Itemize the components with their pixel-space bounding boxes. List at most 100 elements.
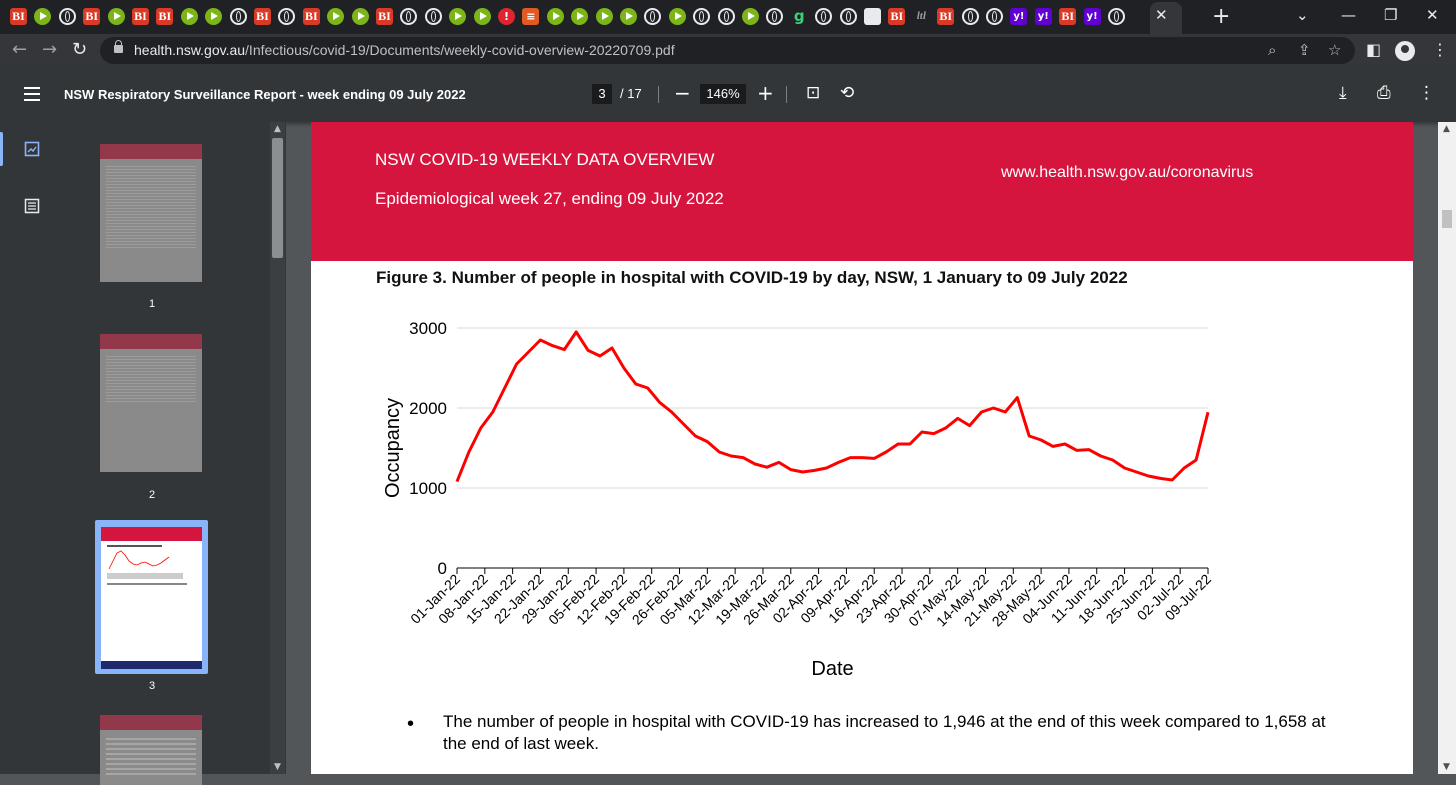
sidebar-scroll-thumb[interactable] — [272, 138, 283, 258]
tab-favicon-globe-icon[interactable] — [58, 8, 76, 25]
document-scroll-thumb[interactable] — [1442, 210, 1452, 228]
tab-favicon-bi-icon[interactable]: BI — [937, 8, 955, 25]
page-number-input[interactable]: 3 — [592, 84, 612, 104]
tab-favicon-play-icon[interactable] — [34, 8, 52, 25]
header-title: NSW COVID-19 WEEKLY DATA OVERVIEW — [375, 150, 715, 169]
scroll-down-arrow[interactable]: ▼ — [1443, 762, 1450, 772]
page-thumbnail-2[interactable] — [100, 334, 202, 472]
download-icon[interactable]: ⤓ — [1339, 83, 1347, 103]
tab-favicon-globe-icon[interactable] — [693, 8, 711, 25]
active-indicator — [0, 132, 3, 166]
tab-favicon-bi-icon[interactable]: BI — [376, 8, 393, 25]
tab-favicon-globe-icon[interactable] — [400, 8, 418, 25]
tab-favicon-yahoo-icon[interactable]: y! — [1010, 8, 1028, 25]
fit-to-page-icon[interactable]: ⊡ — [806, 83, 821, 103]
tab-favicon-bi-icon[interactable]: BI — [302, 8, 320, 25]
tab-favicon-bi-icon[interactable]: BI — [132, 8, 149, 25]
active-tab[interactable] — [1150, 2, 1182, 34]
page-thumbnail-4[interactable] — [100, 715, 202, 785]
zoom-in-button[interactable]: + — [757, 81, 774, 105]
thumbnail-label: 3 — [148, 680, 156, 692]
sidebar-scrollbar[interactable] — [270, 122, 285, 774]
browser-toolbar: ← → ↻ health.nsw.gov.au/Infectious/covid… — [0, 34, 1456, 67]
hospital-occupancy-chart: 010002000300001-Jan-2208-Jan-2215-Jan-22… — [382, 319, 1214, 680]
minimize-button[interactable]: — — [1341, 6, 1356, 24]
tab-favicon-bi-icon[interactable]: BI — [83, 8, 101, 25]
tab-favicon-g-icon[interactable]: g — [793, 7, 805, 25]
page-thumbnail-1[interactable] — [100, 144, 202, 282]
tab-search-icon[interactable]: ⌄ — [1296, 6, 1309, 24]
url-text[interactable]: health.nsw.gov.au/Infectious/covid-19/Do… — [134, 42, 675, 58]
tab-favicon-play-icon[interactable] — [449, 8, 467, 25]
zoom-icon[interactable]: ⌕ — [1268, 41, 1277, 59]
toolbar-divider — [786, 86, 787, 103]
tab-favicon-globe-icon[interactable] — [424, 8, 442, 25]
tab-favicon-play-icon[interactable] — [473, 8, 491, 25]
thumbnails-view-icon[interactable] — [24, 141, 40, 157]
tab-favicon-globe-icon[interactable] — [986, 8, 1003, 25]
tab-favicon-globe-icon[interactable] — [1108, 8, 1125, 25]
profile-avatar[interactable] — [1395, 41, 1415, 61]
lock-icon[interactable] — [114, 40, 123, 53]
tab-favicon-bi-icon[interactable]: BI — [888, 8, 906, 25]
tab-favicon-globe-icon[interactable] — [717, 8, 735, 25]
occupancy-series-line — [455, 330, 1210, 483]
outline-view-icon[interactable] — [24, 198, 40, 214]
tab-favicon-globe-icon[interactable] — [644, 8, 662, 25]
tab-favicon-globe-icon[interactable] — [839, 8, 857, 25]
scroll-up-arrow[interactable]: ▲ — [1443, 124, 1450, 134]
tab-favicon-globe-icon[interactable] — [229, 8, 247, 25]
document-scrollbar[interactable] — [1438, 122, 1456, 774]
share-icon[interactable]: ⇪ — [1298, 41, 1311, 59]
tab-favicon-play-icon[interactable] — [327, 8, 345, 25]
address-bar[interactable]: health.nsw.gov.au/Infectious/covid-19/Do… — [100, 37, 1355, 64]
tab-favicon-globe-icon[interactable] — [815, 8, 833, 25]
tab-favicon-play-icon[interactable] — [571, 8, 589, 25]
close-tab-icon[interactable]: ✕ — [1155, 6, 1168, 24]
tab-favicon-yahoo-icon[interactable]: y! — [1034, 8, 1052, 25]
tab-favicon-play-icon[interactable] — [595, 8, 613, 25]
browser-tab-strip: BI BI BI BI BI BI BI! ≡ g BI ltl BI y! y! BI y! — [0, 0, 1456, 34]
tab-favicon-yahoo-icon[interactable]: y! — [1083, 8, 1101, 25]
bookmark-star-icon[interactable]: ☆ — [1328, 41, 1342, 59]
scroll-up-arrow[interactable]: ▲ — [274, 124, 281, 134]
reload-icon[interactable]: ↻ — [72, 39, 88, 60]
zoom-out-button[interactable]: − — [674, 81, 691, 105]
scroll-down-arrow[interactable]: ▼ — [274, 762, 281, 772]
tab-favicon-play-icon[interactable] — [180, 8, 198, 25]
forward-icon[interactable]: → — [42, 39, 58, 60]
maximize-button[interactable]: ❐ — [1384, 6, 1398, 24]
tab-favicon-play-icon[interactable] — [668, 8, 686, 25]
tab-favicon-ul-icon[interactable]: ≡ — [522, 8, 540, 25]
tab-favicon-globe-icon[interactable] — [961, 8, 979, 25]
pdf-more-icon[interactable]: ⋮ — [1418, 83, 1435, 103]
new-tab-button[interactable]: + — [1212, 4, 1231, 29]
close-window-button[interactable]: ✕ — [1426, 6, 1439, 24]
tab-favicon-play-icon[interactable] — [107, 8, 125, 25]
side-panel-icon[interactable]: ◧ — [1366, 40, 1382, 59]
tab-favicon-play-icon[interactable] — [351, 8, 369, 25]
tab-favicon-play-icon[interactable] — [546, 8, 564, 25]
browser-menu-icon[interactable]: ⋮ — [1432, 40, 1448, 59]
tab-favicon-bi-icon[interactable]: BI — [10, 8, 27, 25]
tab-favicon-txt-icon[interactable]: ltl — [916, 10, 926, 22]
tab-favicon-play-icon[interactable] — [620, 8, 637, 25]
tab-favicon-img-icon[interactable] — [864, 8, 881, 25]
tab-favicon-play-icon[interactable] — [742, 8, 759, 25]
tab-favicon-globe-icon[interactable] — [766, 8, 784, 25]
tab-favicon-globe-icon[interactable] — [278, 8, 296, 25]
tab-favicon-bi-icon[interactable]: BI — [254, 8, 271, 25]
tab-favicon-play-icon[interactable] — [205, 8, 223, 25]
zoom-level-input[interactable]: 146% — [700, 84, 746, 104]
pdf-menu-icon[interactable] — [24, 87, 40, 101]
back-icon[interactable]: ← — [12, 39, 28, 60]
tab-favicon-bi-icon[interactable]: BI — [156, 8, 174, 25]
page-thumbnail-3[interactable] — [101, 527, 202, 669]
print-icon[interactable]: ⎙ — [1377, 83, 1391, 103]
thumbnail-label: 1 — [148, 298, 156, 310]
toolbar-divider — [658, 86, 659, 103]
tab-favicon-red-icon[interactable]: ! — [498, 8, 515, 25]
tab-favicon-bi-icon[interactable]: BI — [1059, 8, 1077, 25]
rotate-icon[interactable]: ⟲ — [840, 83, 855, 103]
thumbnail-label: 2 — [148, 489, 156, 501]
